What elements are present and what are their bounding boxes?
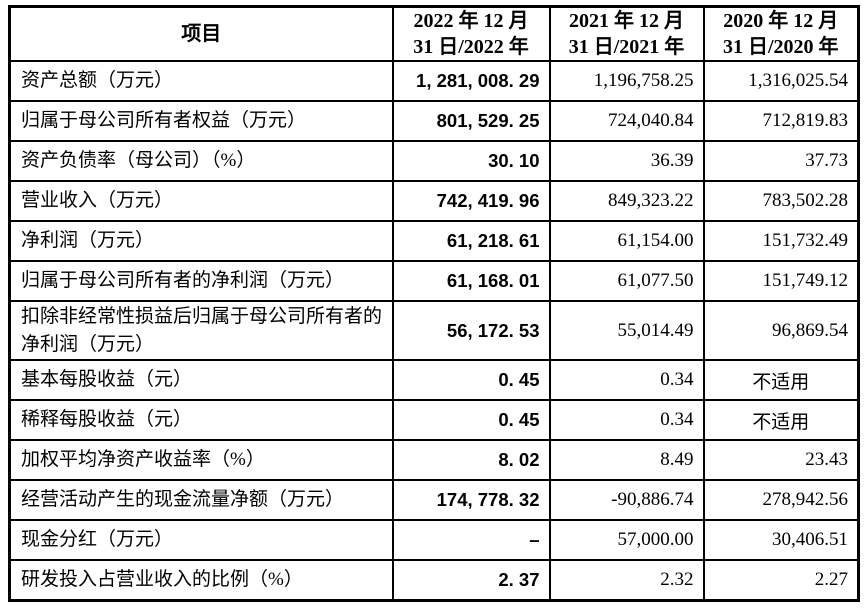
row-item-label: 经营活动产生的现金流量净额（万元） <box>8 479 394 522</box>
table-row: 经营活动产生的现金流量净额（万元） 174, 778. 32 -90,886.74 2… <box>8 479 860 522</box>
value-2020: 30,406.51 <box>702 519 860 562</box>
value-2021: 61,154.00 <box>548 220 705 262</box>
table-row: 资产总额（万元） 1, 281, 008. 29 1,196,758.25 1,316… <box>8 60 860 102</box>
value-2022: 61, 168. 01 <box>391 260 551 302</box>
table-row: 归属于母公司所有者权益（万元） 801, 529. 25 724,040.84 712… <box>8 100 860 142</box>
header-item-column: 项目 <box>8 5 394 62</box>
header-2021-column: 2021 年 12 月 31 日/2021 年 <box>548 5 705 62</box>
row-item-label: 基本每股收益（元） <box>8 359 394 402</box>
header-2020-column: 2020 年 12 月 31 日/2020 年 <box>702 5 860 62</box>
table-row: 加权平均净资产收益率（%） 8. 02 8.49 23.43 <box>8 439 860 482</box>
table-row: 营业收入（万元） 742, 419. 96 849,323.22 783,502.28 <box>8 180 860 222</box>
value-2020: 不适用 <box>702 399 860 442</box>
table-row: 净利润（万元） 61, 218. 61 61,154.00 151,732.49 <box>8 220 860 262</box>
row-item-label: 归属于母公司所有者的净利润（万元） <box>8 260 394 302</box>
value-2021: 8.49 <box>548 439 705 482</box>
value-2022: 174, 778. 32 <box>391 479 551 522</box>
value-2022: 0. 45 <box>391 359 551 402</box>
row-item-label: 资产总额（万元） <box>8 60 394 102</box>
row-item-label: 稀释每股收益（元） <box>8 399 394 442</box>
financial-summary-table: 项目 2022 年 12 月 31 日/2022 年 2021 年 12 月 3… <box>8 5 860 602</box>
header-2022-column: 2022 年 12 月 31 日/2022 年 <box>391 5 551 62</box>
table-row: 稀释每股收益（元） 0. 45 0.34 不适用 <box>8 399 860 442</box>
table-row: 研发投入占营业收入的比例（%） 2. 37 2.32 2.27 <box>8 559 860 602</box>
value-2021: 2.32 <box>548 559 705 602</box>
value-2020: 278,942.56 <box>702 479 860 522</box>
value-2022: 2. 37 <box>391 559 551 602</box>
table-row: 现金分红（万元） –57,000.00 30,406.51 <box>8 519 860 562</box>
value-2021: 1,196,758.25 <box>548 60 705 102</box>
value-2020: 96,869.54 <box>702 299 860 362</box>
value-2020: 151,749.12 <box>702 260 860 302</box>
value-2022: 1, 281, 008. 29 <box>391 60 551 102</box>
value-2022: 61, 218. 61 <box>391 220 551 262</box>
value-2021: 36.39 <box>548 140 705 182</box>
table-row: 基本每股收益（元） 0. 45 0.34 不适用 <box>8 359 860 402</box>
table-row: 归属于母公司所有者的净利润（万元） 61, 168. 01 61,077.50 151… <box>8 260 860 302</box>
table-row: 资产负债率（母公司）（%） 30. 10 36.39 37.73 <box>8 140 860 182</box>
value-2022: 8. 02 <box>391 439 551 482</box>
value-2021: 849,323.22 <box>548 180 705 222</box>
value-2022: 0. 45 <box>391 399 551 442</box>
value-2020: 712,819.83 <box>702 100 860 142</box>
value-2022: 801, 529. 25 <box>391 100 551 142</box>
row-item-label: 归属于母公司所有者权益（万元） <box>8 100 394 142</box>
value-2022: 742, 419. 96 <box>391 180 551 222</box>
value-2021: 0.34 <box>548 399 705 442</box>
value-2022: 56, 172. 53 <box>391 299 551 362</box>
value-2021: 724,040.84 <box>548 100 705 142</box>
row-item-label: 现金分红（万元） <box>8 519 394 562</box>
value-2020: 783,502.28 <box>702 180 860 222</box>
value-2021: -90,886.74 <box>548 479 705 522</box>
value-2020: 不适用 <box>702 359 860 402</box>
row-item-label: 研发投入占营业收入的比例（%） <box>8 559 394 602</box>
row-item-label: 加权平均净资产收益率（%） <box>8 439 394 482</box>
value-2020: 151,732.49 <box>702 220 860 262</box>
row-item-label: 扣除非经常性损益后归属于母公司所有者的净利润（万元） <box>8 299 394 362</box>
value-2020: 2.27 <box>702 559 860 602</box>
value-2021: 61,077.50 <box>548 260 705 302</box>
table-body: 资产总额（万元） 1, 281, 008. 29 1,196,758.25 1,316… <box>8 60 860 602</box>
row-item-label: 资产负债率（母公司）（%） <box>8 140 394 182</box>
value-2021: 0.34 <box>548 359 705 402</box>
header-row: 项目 2022 年 12 月 31 日/2022 年 2021 年 12 月 3… <box>8 5 860 62</box>
value-2020: 1,316,025.54 <box>702 60 860 102</box>
value-2020: 23.43 <box>702 439 860 482</box>
value-2022: 30. 10 <box>391 140 551 182</box>
value-2020: 37.73 <box>702 140 860 182</box>
table-row: 扣除非经常性损益后归属于母公司所有者的净利润（万元） 56, 172. 53 55,… <box>8 299 860 362</box>
value-2021: 55,014.49 <box>548 299 705 362</box>
row-item-label: 净利润（万元） <box>8 220 394 262</box>
value-2021: 57,000.00 <box>548 519 705 562</box>
value-2022: – <box>391 519 551 562</box>
row-item-label: 营业收入（万元） <box>8 180 394 222</box>
